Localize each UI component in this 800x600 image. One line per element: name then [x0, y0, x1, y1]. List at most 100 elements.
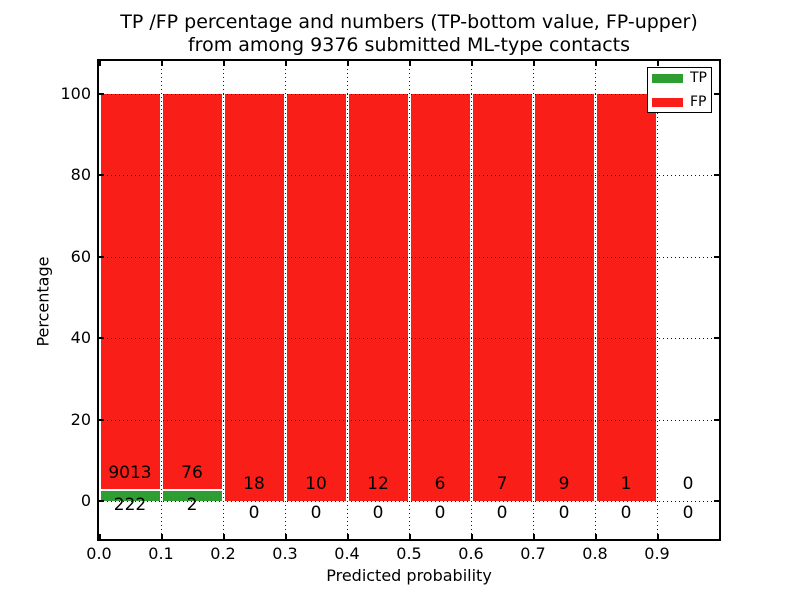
x-tick-mark — [99, 534, 101, 539]
legend: TP FP — [647, 67, 712, 113]
fp-legend-swatch — [652, 98, 683, 107]
fp-bar — [348, 94, 408, 501]
x-tick-mark — [223, 534, 225, 539]
tp-count-label: 0 — [496, 503, 508, 523]
x-gridline — [657, 61, 658, 539]
x-tick-label: 0.1 — [148, 544, 174, 563]
x-tick-mark-top — [99, 61, 101, 66]
y-tick-label: 0 — [80, 491, 91, 510]
x-gridline — [161, 61, 162, 539]
x-tick-mark — [347, 534, 349, 539]
x-tick-mark-top — [595, 61, 597, 66]
x-gridline — [471, 61, 472, 539]
x-tick-mark — [409, 534, 411, 539]
plot-frame — [97, 59, 721, 541]
fp-bar — [534, 94, 594, 501]
tp-count-label: 0 — [434, 503, 446, 523]
tp-count-label: 0 — [558, 503, 570, 523]
x-tick-label: 0.3 — [272, 544, 298, 563]
y-tick-label: 40 — [70, 328, 91, 348]
plot-area — [99, 61, 719, 539]
fp-count-label: 10 — [305, 474, 327, 494]
x-tick-label: 0.0 — [86, 544, 112, 563]
chart-title-line2: from among 9376 submitted ML-type contac… — [187, 34, 631, 56]
x-tick-label: 0.2 — [210, 544, 236, 563]
fp-bar — [224, 94, 284, 501]
x-gridline — [409, 61, 410, 539]
tp-count-label: 0 — [620, 503, 632, 523]
fp-count-label: 0 — [682, 474, 694, 494]
x-tick-mark-top — [347, 61, 349, 66]
x-tick-mark-top — [409, 61, 411, 66]
chart-title-line1: TP /FP percentage and numbers (TP-bottom… — [120, 11, 698, 33]
y-tick-mark-right — [714, 255, 719, 258]
x-tick-mark — [533, 534, 535, 539]
fp-count-label: 9013 — [108, 463, 152, 483]
x-tick-label: 0.4 — [334, 544, 360, 563]
fp-count-label: 6 — [434, 474, 446, 494]
x-tick-label: 0.6 — [458, 544, 484, 563]
x-tick-mark-top — [223, 61, 225, 66]
x-tick-mark — [595, 534, 597, 539]
tp-count-label: 0 — [310, 503, 322, 523]
x-tick-mark — [161, 534, 163, 539]
x-tick-mark-top — [657, 61, 659, 66]
y-tick-label: 80 — [70, 165, 91, 185]
x-gridline — [595, 61, 596, 539]
y-tick-mark — [99, 500, 104, 502]
tp-legend-swatch — [652, 74, 683, 83]
tp-legend-label: TP — [690, 70, 707, 86]
x-gridline — [285, 61, 286, 539]
y-tick-mark-right — [714, 500, 719, 502]
x-tick-label: 0.5 — [396, 544, 422, 563]
y-tick-mark — [99, 174, 104, 177]
fp-bar — [596, 94, 656, 501]
y-tick-mark-right — [714, 93, 719, 95]
y-tick-mark-right — [714, 174, 719, 177]
fp-bar — [410, 94, 470, 501]
x-gridline — [223, 61, 224, 539]
tp-count-label: 222 — [113, 495, 147, 515]
tp-count-label: 0 — [682, 503, 694, 523]
fp-count-label: 7 — [496, 474, 508, 494]
tp-bar — [100, 489, 160, 501]
fp-count-label: 18 — [243, 474, 265, 494]
x-tick-mark — [657, 534, 659, 539]
x-axis-label: Predicted probability — [326, 566, 492, 585]
y-tick-mark-right — [714, 337, 719, 340]
y-tick-mark — [99, 255, 104, 258]
x-tick-label: 0.9 — [644, 544, 670, 563]
x-gridline — [533, 61, 534, 539]
tp-count-label: 2 — [186, 495, 198, 515]
x-tick-mark-top — [471, 61, 473, 66]
x-tick-label: 0.7 — [520, 544, 546, 563]
x-tick-mark-top — [533, 61, 535, 66]
fp-legend-label: FP — [690, 94, 707, 110]
fp-bar — [162, 94, 222, 489]
y-tick-mark — [99, 337, 104, 340]
tp-count-label: 0 — [248, 503, 260, 523]
y-tick-label: 60 — [70, 246, 91, 266]
y-tick-label: 20 — [70, 409, 91, 429]
y-tick-mark — [99, 418, 104, 421]
y-tick-mark — [99, 93, 104, 95]
x-tick-label: 0.8 — [582, 544, 608, 563]
tp-count-label: 0 — [372, 503, 384, 523]
chart-title: TP /FP percentage and numbers (TP-bottom… — [99, 11, 719, 57]
fp-count-label: 9 — [558, 474, 570, 494]
fp-count-label: 76 — [181, 463, 203, 483]
fp-bar — [472, 94, 532, 501]
fp-count-label: 1 — [620, 474, 632, 494]
x-gridline — [347, 61, 348, 539]
x-tick-mark — [285, 534, 287, 539]
y-tick-mark-right — [714, 418, 719, 421]
fp-bar — [286, 94, 346, 501]
x-tick-mark-top — [161, 61, 163, 66]
x-tick-mark-top — [285, 61, 287, 66]
fp-count-label: 12 — [367, 474, 389, 494]
fp-bar — [100, 94, 160, 489]
y-tick-label: 100 — [60, 84, 91, 103]
x-tick-mark — [471, 534, 473, 539]
tp-bar — [162, 489, 222, 501]
